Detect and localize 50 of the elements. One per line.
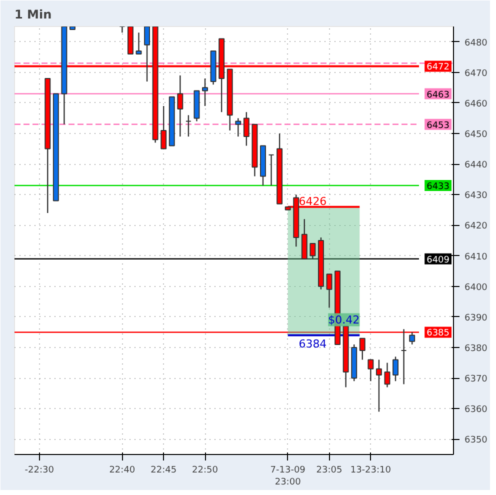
candlestick [409,332,416,346]
candlestick [235,118,242,138]
ref-line-label: 6409 [426,255,450,266]
y-tick-label: 6360 [464,405,488,416]
band-label: $0.42 [328,313,360,326]
x-tick-label: 13-23:10 [350,466,392,476]
y-tick-label: 6450 [464,130,488,140]
candlestick [119,26,126,34]
ref-line-label: 6385 [426,328,450,339]
candlestick [392,356,399,382]
x-tick-label: 22:50 [192,466,218,476]
candlestick [202,78,208,107]
candlestick [326,274,332,308]
candlestick [243,112,250,146]
y-tick-label: 6430 [464,191,488,202]
candlestick [136,32,142,55]
candlestick [368,359,374,382]
candlestick [177,74,184,138]
x-tick-label: 22:45 [150,466,177,476]
candlestick [400,328,407,385]
annotation: 6426 [298,194,327,208]
ref-line-label: 6433 [426,182,450,192]
y-tick-label: 6470 [464,68,488,79]
y-tick-label: 6420 [464,222,488,232]
ref-line-label: 6453 [426,120,450,131]
candlestick [384,362,390,388]
ref-line-label: 6472 [426,62,450,73]
x-tick-label: -22:30 [24,466,54,476]
annotation: 6384 [298,337,327,350]
candlestick [359,338,366,360]
candlestick [376,359,382,412]
y-tick-label: 6390 [464,313,488,324]
candlestick [144,26,150,82]
candlestick [160,105,167,150]
candlestick [268,154,274,186]
chart-title: 1 Min [14,8,52,22]
y-tick-label: 6370 [464,374,488,385]
y-tick-label: 6350 [464,436,488,446]
y-tick-label: 6400 [464,282,488,293]
y-tick-label: 6480 [464,38,488,48]
x-tick-label: 23:05 [316,466,342,476]
ref-line-label: 6463 [426,90,450,100]
y-tick-label: 6380 [464,344,488,354]
x-tick-label: 22:40 [109,466,136,476]
y-tick-label: 6410 [464,252,488,262]
y-tick-label: 6440 [464,160,488,171]
candlestick [185,114,192,138]
y-tick-label: 6460 [464,99,488,110]
x-tick-label: 7-13-09 23:00 [270,466,306,488]
candlestick [310,242,316,260]
